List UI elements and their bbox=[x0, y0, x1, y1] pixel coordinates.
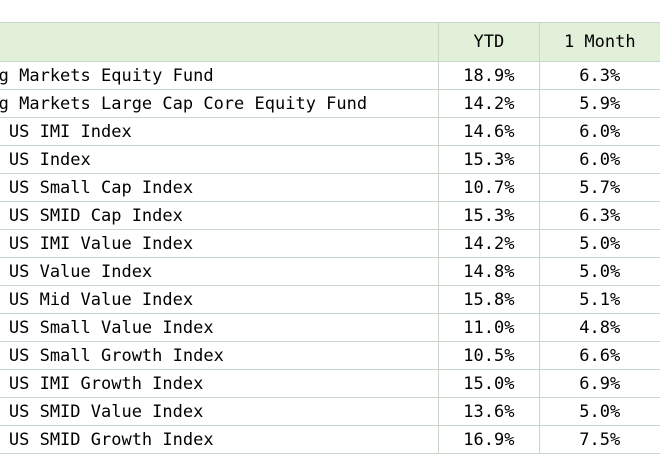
table-row: Russell US Mid Value Index 15.8%5.1% bbox=[0, 285, 660, 314]
fund-name-cell: Russell US IMI Growth Index bbox=[0, 369, 439, 398]
fund-name-cell: Russell US Small Value Index bbox=[0, 313, 439, 342]
header-1-month: 1 Month bbox=[538, 22, 660, 62]
fund-name: Russell US SMID Cap Index bbox=[0, 205, 183, 226]
fund-name-cell: Russell US SMID Growth Index bbox=[0, 425, 439, 454]
ytd-cell: 11.0% bbox=[438, 313, 540, 342]
fund-name: Emerging Markets Large Cap Core Equity F… bbox=[0, 93, 368, 114]
one-month-cell: 5.7% bbox=[538, 173, 660, 202]
header-row: YTD 1 Month bbox=[0, 22, 660, 62]
fund-name-cell: Russell US Small Cap Index bbox=[0, 173, 439, 202]
table-row: Russell US IMI Index 14.6%6.0% bbox=[0, 117, 660, 146]
ytd-cell: 16.9% bbox=[438, 425, 540, 454]
fund-name: Russell US IMI Value Index bbox=[0, 233, 194, 254]
fund-name-cell: Emerging Markets Equity Fund bbox=[0, 61, 439, 90]
fund-name-cell: Russell US Mid Value Index bbox=[0, 285, 439, 314]
one-month-cell: 6.0% bbox=[538, 117, 660, 146]
one-month-cell: 7.5% bbox=[538, 425, 660, 454]
table-row: Emerging Markets Large Cap Core Equity F… bbox=[0, 89, 660, 118]
fund-name: Russell US SMID Value Index bbox=[0, 401, 204, 422]
table-row: Russell US Small Growth Index 10.5%6.6% bbox=[0, 341, 660, 370]
fund-name: Russell US Value Index bbox=[0, 261, 153, 282]
fund-name: Russell US Small Growth Index bbox=[0, 345, 224, 366]
fund-name: Russell US IMI Index bbox=[0, 121, 132, 142]
performance-table: YTD 1 Month Emerging Markets Equity Fund… bbox=[0, 22, 660, 454]
ytd-cell: 14.2% bbox=[438, 89, 540, 118]
one-month-cell: 5.9% bbox=[538, 89, 660, 118]
fund-name-cell: Russell US Index bbox=[0, 145, 439, 174]
fund-name: Russell US Small Cap Index bbox=[0, 177, 194, 198]
fund-name-cell: Russell US IMI Value Index bbox=[0, 229, 439, 258]
fund-name: Emerging Markets Equity Fund bbox=[0, 65, 214, 86]
ytd-cell: 15.3% bbox=[438, 145, 540, 174]
fund-name: Russell US IMI Growth Index bbox=[0, 373, 204, 394]
ytd-cell: 15.8% bbox=[438, 285, 540, 314]
ytd-cell: 10.5% bbox=[438, 341, 540, 370]
one-month-cell: 5.0% bbox=[538, 257, 660, 286]
fund-name-cell: Russell US SMID Value Index bbox=[0, 397, 439, 426]
fund-name: Russell US Mid Value Index bbox=[0, 289, 194, 310]
fund-name-cell: Russell US Value Index bbox=[0, 257, 439, 286]
one-month-cell: 6.0% bbox=[538, 145, 660, 174]
table-row: Russell US Index 15.3%6.0% bbox=[0, 145, 660, 174]
one-month-cell: 5.1% bbox=[538, 285, 660, 314]
fund-name: Russell US Small Value Index bbox=[0, 317, 214, 338]
ytd-cell: 18.9% bbox=[438, 61, 540, 90]
table-row: Russell US Value Index 14.8%5.0% bbox=[0, 257, 660, 286]
fund-name-cell: Russell US SMID Cap Index bbox=[0, 201, 439, 230]
table-row: Russell US SMID Growth Index 16.9%7.5% bbox=[0, 425, 660, 454]
one-month-cell: 6.3% bbox=[538, 61, 660, 90]
one-month-cell: 6.3% bbox=[538, 201, 660, 230]
fund-name: Russell US SMID Growth Index bbox=[0, 429, 214, 450]
ytd-cell: 15.3% bbox=[438, 201, 540, 230]
ytd-cell: 15.0% bbox=[438, 369, 540, 398]
table-row: Emerging Markets Equity Fund 18.9%6.3% bbox=[0, 61, 660, 90]
ytd-cell: 14.6% bbox=[438, 117, 540, 146]
table-row: Russell US SMID Cap Index 15.3%6.3% bbox=[0, 201, 660, 230]
one-month-cell: 5.0% bbox=[538, 397, 660, 426]
header-ytd: YTD bbox=[438, 22, 540, 62]
ytd-cell: 14.2% bbox=[438, 229, 540, 258]
table-row: Russell US SMID Value Index 13.6%5.0% bbox=[0, 397, 660, 426]
one-month-cell: 6.6% bbox=[538, 341, 660, 370]
ytd-cell: 13.6% bbox=[438, 397, 540, 426]
fund-name-cell: Russell US Small Growth Index bbox=[0, 341, 439, 370]
table-row: Russell US IMI Value Index 14.2%5.0% bbox=[0, 229, 660, 258]
one-month-cell: 4.8% bbox=[538, 313, 660, 342]
table-row: Russell US Small Cap Index 10.7%5.7% bbox=[0, 173, 660, 202]
fund-name-cell: Emerging Markets Large Cap Core Equity F… bbox=[0, 89, 439, 118]
fund-name: Russell US Index bbox=[0, 149, 91, 170]
one-month-cell: 5.0% bbox=[538, 229, 660, 258]
ytd-cell: 14.8% bbox=[438, 257, 540, 286]
one-month-cell: 6.9% bbox=[538, 369, 660, 398]
table-row: Russell US Small Value Index 11.0%4.8% bbox=[0, 313, 660, 342]
header-name bbox=[0, 22, 439, 62]
table-row: Russell US IMI Growth Index 15.0%6.9% bbox=[0, 369, 660, 398]
ytd-cell: 10.7% bbox=[438, 173, 540, 202]
fund-name-cell: Russell US IMI Index bbox=[0, 117, 439, 146]
